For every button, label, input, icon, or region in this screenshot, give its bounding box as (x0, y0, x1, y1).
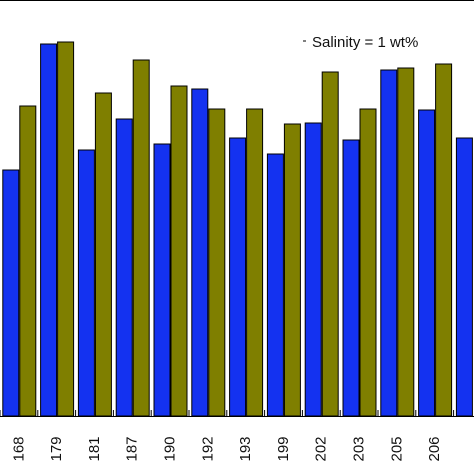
x-tick-label-187: 187 (124, 436, 141, 461)
x-tick-label-203: 203 (350, 436, 367, 461)
bar-series-2-203 (359, 108, 377, 417)
legend: Salinity = 1 wt% (300, 28, 460, 58)
legend-box (300, 28, 460, 58)
bar-series-1-168 (2, 169, 20, 417)
bar-series-2-181 (94, 92, 112, 417)
bar-series-1-206 (418, 109, 436, 417)
x-tick-label-193: 193 (237, 436, 254, 461)
x-tick-labels-group: 168 179 181 187 190 192 193 199 202 203 205 206 (10, 436, 443, 461)
bar-series-1-179 (40, 43, 58, 417)
legend-label: Salinity = 1 wt% (312, 34, 418, 51)
bar-series-1-193 (229, 137, 247, 417)
bar-series-2-193 (246, 108, 264, 417)
bar-series-2-199 (283, 123, 301, 417)
x-tick-label-205: 205 (388, 436, 405, 461)
x-ticks-group (0, 410, 455, 416)
bar-series-1-187 (115, 118, 133, 417)
x-tick-label-168: 168 (10, 436, 27, 461)
bars-group (2, 41, 473, 417)
bar-series-1-203 (342, 139, 360, 417)
x-tick-label-192: 192 (199, 436, 216, 461)
bar-series-1-190 (153, 143, 171, 417)
x-tick-label-199: 199 (275, 436, 292, 461)
bar-series-1-edge-13 (455, 137, 473, 417)
bar-series-1-181 (77, 149, 95, 417)
x-tick-label-181: 181 (86, 436, 103, 461)
bar-series-1-199 (266, 153, 284, 417)
bar-series-2-192 (208, 108, 226, 417)
bar-series-1-202 (304, 122, 322, 417)
bar-series-2-190 (170, 85, 188, 417)
x-tick-label-179: 179 (48, 436, 65, 461)
x-tick-label-202: 202 (313, 436, 330, 461)
bar-series-2-205 (397, 67, 415, 417)
bar-series-1-192 (191, 88, 209, 417)
bar-series-1-205 (380, 69, 398, 417)
x-tick-label-190: 190 (161, 436, 178, 461)
bar-series-2-202 (321, 71, 339, 417)
bar-series-2-179 (57, 41, 75, 417)
x-tick-label-206: 206 (426, 436, 443, 461)
bar-series-2-168 (19, 105, 37, 417)
bar-series-2-187 (132, 59, 150, 417)
bar-series-2-206 (435, 63, 453, 417)
